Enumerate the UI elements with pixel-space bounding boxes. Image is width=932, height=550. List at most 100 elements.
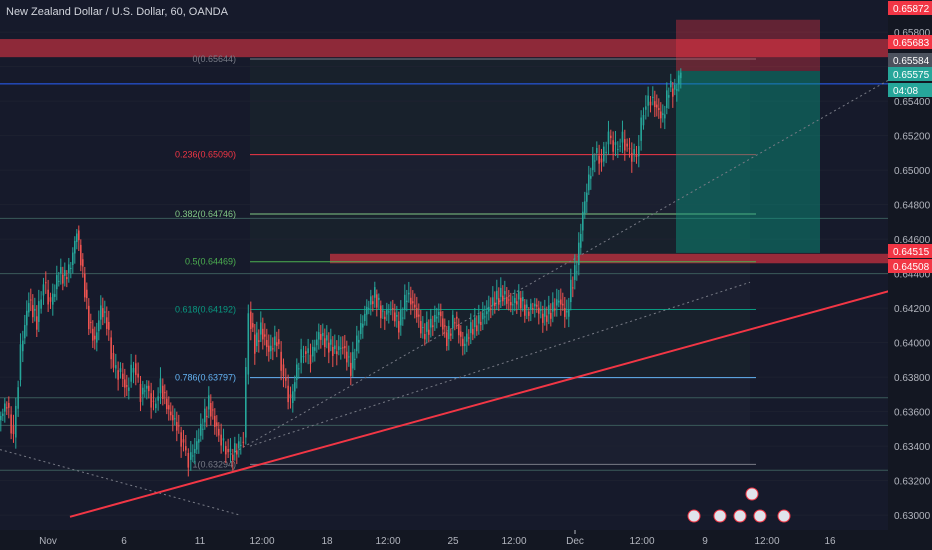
candle-body [442, 318, 444, 330]
candle-body [662, 113, 664, 115]
resistance-zone [330, 253, 888, 264]
fib-level-label: 0.618(0.64192) [175, 305, 236, 315]
fib-level-label: 1(0.63294) [192, 459, 236, 469]
candle-body [204, 408, 206, 423]
candle-body [492, 297, 494, 306]
x-tick-label: 12:00 [249, 536, 274, 547]
candle-body [236, 450, 238, 455]
candle-body [225, 446, 227, 455]
price-tag-label: 0.65575 [893, 70, 930, 81]
candle-body [584, 201, 586, 214]
candle-body [664, 114, 666, 119]
fib-zone [250, 59, 750, 155]
candle-body [326, 335, 328, 341]
candle-body [426, 321, 428, 332]
candle-body [170, 411, 172, 416]
price-tag-label: 0.65683 [893, 38, 930, 49]
price-tag [888, 259, 932, 273]
candle-body [324, 338, 326, 348]
candle-body [252, 323, 254, 328]
candle-body [506, 296, 508, 304]
candle-body [66, 277, 68, 280]
candle-body [58, 280, 60, 282]
candle-body [84, 273, 86, 298]
dotted-trendline [229, 80, 889, 456]
x-tick-label: Nov [39, 536, 57, 547]
candle-body [212, 409, 214, 411]
candle-body [92, 328, 94, 341]
candle-body [282, 364, 285, 377]
candle-body [0, 415, 2, 421]
candle-body [206, 415, 208, 418]
candle-body [368, 307, 370, 309]
candle-body [666, 90, 668, 109]
candle-body [424, 333, 426, 340]
candle-body [274, 336, 276, 346]
candle-body [104, 311, 106, 313]
candle-body [400, 309, 402, 326]
candle-body [4, 403, 6, 412]
candle-body [672, 88, 674, 97]
candle-body [152, 400, 155, 402]
price-tag [888, 67, 932, 81]
candle-body [298, 368, 300, 370]
y-tick-label: 0.63000 [894, 511, 931, 522]
candle-body [338, 346, 340, 350]
candle-body [285, 377, 287, 381]
x-tick-label: 12:00 [375, 536, 400, 547]
candle-body [192, 455, 194, 457]
fib-zone [250, 377, 750, 465]
candle-body [402, 317, 404, 319]
candle-body [520, 297, 522, 309]
candle-body [432, 325, 434, 328]
candle-body [562, 303, 564, 306]
candle-body [568, 309, 570, 317]
candle-body [638, 146, 640, 157]
candle-body [390, 309, 392, 311]
fib-level-label: 0.5(0.64469) [185, 257, 236, 267]
candle-body [600, 158, 603, 163]
price-tag [888, 35, 932, 49]
candle-body [49, 297, 52, 302]
candle-body [566, 310, 568, 313]
candle-body [294, 382, 296, 392]
x-tick-label: 9 [702, 536, 708, 547]
candle-body [34, 308, 36, 311]
candle-body [508, 299, 510, 301]
candle-body [198, 439, 200, 443]
candle-body [660, 111, 662, 119]
y-tick-label: 0.63200 [894, 477, 931, 488]
dotted-trendline [0, 449, 241, 516]
candle-body [640, 117, 642, 141]
candle-body [119, 368, 122, 372]
candle-body [556, 299, 558, 306]
economic-event-marker [745, 487, 759, 501]
candle-body [45, 282, 47, 284]
candle-body [378, 297, 380, 300]
candle-body [47, 289, 49, 305]
candle-body [619, 145, 621, 147]
candle-body [668, 95, 670, 98]
candle-body [590, 175, 592, 179]
x-tick-label: 12:00 [501, 536, 526, 547]
candle-body [628, 148, 631, 150]
candle-body [42, 284, 45, 296]
candle-body [494, 302, 496, 307]
economic-event-marker [687, 509, 701, 523]
candle-body [222, 438, 225, 441]
candle-body [394, 312, 396, 322]
candle-body [594, 160, 596, 162]
candle-body [412, 301, 414, 304]
candle-body [560, 299, 562, 305]
candle-body [454, 322, 456, 324]
candle-body [10, 414, 12, 434]
candle-body [342, 347, 344, 349]
candle-body [96, 332, 98, 343]
candle-body [456, 316, 458, 319]
candle-body [538, 307, 540, 314]
candle-body [17, 387, 19, 409]
candle-body [406, 300, 408, 303]
candle-body [137, 373, 139, 378]
candle-body [422, 327, 424, 329]
